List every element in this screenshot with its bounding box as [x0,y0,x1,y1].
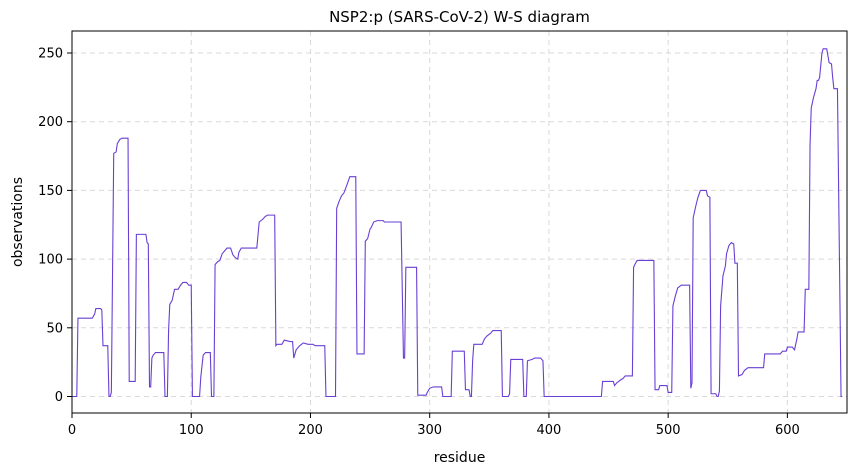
x-tick-label: 600 [775,423,800,438]
y-axis-label: observations [10,177,26,267]
ticks-layer: 0 100 200 300 400 500 600 0 50 100 150 200 250 [38,46,800,438]
x-tick-label: 0 [68,423,76,438]
y-tick-label: 200 [38,115,63,130]
y-tick-label: 150 [38,184,63,199]
x-tick-label: 100 [179,423,204,438]
x-tick-label: 500 [656,423,681,438]
plot-frame [71,30,848,414]
y-tick-label: 50 [46,321,63,336]
chart-title: NSP2:p (SARS-CoV-2) W-S diagram [329,8,590,26]
y-tick-label: 250 [38,46,63,61]
x-tick-label: 300 [417,423,442,438]
grid-layer [71,31,847,413]
x-tick-label: 400 [537,423,562,438]
y-tick-label: 0 [55,390,63,405]
series-line [72,48,843,398]
x-tick-label: 200 [298,423,323,438]
x-axis-label: residue [434,450,486,466]
y-tick-label: 100 [38,253,63,268]
